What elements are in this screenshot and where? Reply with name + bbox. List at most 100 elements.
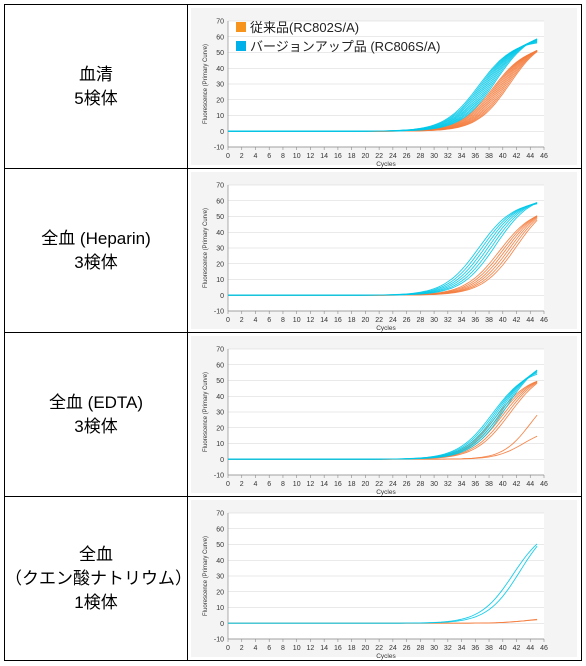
chart-cell: -10 0 10 20 30 40 50 60 70 0 2 4 6 8 10 12 14 16 18 20 22 24 2… bbox=[187, 332, 582, 497]
x-tick-label: 10 bbox=[293, 481, 301, 488]
table-row: 全血 （クエン酸ナトリウム） 1検体 -10 0 10 20 30 40 50 60 70 0 2 4… bbox=[3, 496, 582, 661]
x-tick-label: 2 bbox=[240, 481, 244, 488]
curve-group bbox=[228, 369, 538, 460]
x-tick-label: 6 bbox=[267, 645, 271, 652]
x-axis-label: Cycles bbox=[376, 489, 396, 496]
x-tick-label: 12 bbox=[307, 645, 315, 652]
y-tick-label: 10 bbox=[216, 113, 224, 120]
x-tick-label: 40 bbox=[499, 317, 507, 324]
y-tick-label: -10 bbox=[214, 309, 224, 316]
y-axis-label: Fluorescence (Primary Curve) bbox=[203, 44, 209, 124]
row-label-cell: 全血 (EDTA) 3検体 bbox=[3, 332, 189, 497]
x-tick-label: 36 bbox=[471, 153, 479, 160]
x-tick-label: 46 bbox=[540, 153, 548, 160]
x-tick-label: 34 bbox=[458, 645, 466, 652]
row-label-cell: 全血 (Heparin) 3検体 bbox=[3, 168, 189, 333]
x-tick-label: 40 bbox=[499, 645, 507, 652]
y-tick-label: 40 bbox=[216, 394, 224, 401]
x-tick-label: 38 bbox=[485, 317, 493, 324]
x-tick-label: 12 bbox=[307, 153, 315, 160]
x-tick-label: 4 bbox=[254, 481, 258, 488]
x-axis-label: Cycles bbox=[376, 653, 396, 660]
x-tick-label: 42 bbox=[513, 481, 521, 488]
x-tick-label: 14 bbox=[320, 317, 328, 324]
x-tick-label: 34 bbox=[458, 317, 466, 324]
x-tick-label: 14 bbox=[320, 481, 328, 488]
y-tick-label: -10 bbox=[214, 637, 224, 644]
x-tick-label: 22 bbox=[375, 645, 383, 652]
x-tick-label: 2 bbox=[240, 153, 244, 160]
x-tick-label: 22 bbox=[375, 153, 383, 160]
table-row: 全血 (EDTA) 3検体 -10 0 10 20 30 40 50 60 70 0 2 4 6 8 10 1… bbox=[3, 332, 582, 497]
legend-label: 従来品(RC802S/A) bbox=[250, 20, 359, 35]
x-tick-label: 30 bbox=[430, 317, 438, 324]
row-label-cell: 全血 （クエン酸ナトリウム） 1検体 bbox=[3, 496, 192, 661]
y-tick-label: 70 bbox=[216, 511, 224, 518]
x-tick-label: 28 bbox=[416, 317, 424, 324]
chart-cell: -10 0 10 20 30 40 50 60 70 0 2 4 6 8 10 12 14 16 18 20 22 24 2… bbox=[187, 4, 582, 169]
x-tick-label: 18 bbox=[348, 153, 356, 160]
amplification-curve bbox=[228, 38, 538, 132]
x-tick-label: 8 bbox=[281, 481, 285, 488]
y-tick-label: 30 bbox=[216, 82, 224, 89]
x-tick-label: 4 bbox=[254, 317, 258, 324]
x-tick-label: 0 bbox=[226, 317, 230, 324]
x-tick-label: 32 bbox=[444, 317, 452, 324]
x-tick-label: 38 bbox=[485, 153, 493, 160]
x-tick-label: 26 bbox=[403, 645, 411, 652]
y-tick-label: 50 bbox=[216, 542, 224, 549]
y-tick-label: 60 bbox=[216, 198, 224, 205]
y-axis-label: Fluorescence (Primary Curve) bbox=[203, 536, 209, 616]
x-axis-label: Cycles bbox=[376, 325, 396, 332]
row-label-line: （クエン酸ナトリウム） bbox=[5, 568, 192, 588]
y-tick-label: 40 bbox=[216, 558, 224, 565]
x-tick-label: 4 bbox=[254, 153, 258, 160]
chart-cell: -10 0 10 20 30 40 50 60 70 0 2 4 6 8 10 12 14 16 18 20 22 24 2… bbox=[187, 168, 582, 333]
x-axis-label: Cycles bbox=[376, 161, 396, 168]
chart-cell: -10 0 10 20 30 40 50 60 70 0 2 4 6 8 10 12 14 16 18 20 22 24 2… bbox=[187, 496, 582, 661]
y-tick-label: 30 bbox=[216, 410, 224, 417]
x-tick-label: 22 bbox=[375, 481, 383, 488]
row-label-line: 1検体 bbox=[74, 592, 118, 612]
row-label-line: 3検体 bbox=[74, 252, 118, 272]
y-tick-label: 20 bbox=[216, 97, 224, 104]
x-tick-label: 42 bbox=[513, 317, 521, 324]
x-tick-label: 0 bbox=[226, 153, 230, 160]
x-tick-label: 42 bbox=[513, 645, 521, 652]
curve-group bbox=[228, 202, 538, 296]
amplification-curve bbox=[228, 369, 538, 460]
y-tick-label: 10 bbox=[216, 277, 224, 284]
x-tick-label: 14 bbox=[320, 645, 328, 652]
x-tick-label: 18 bbox=[348, 317, 356, 324]
x-tick-label: 44 bbox=[526, 481, 534, 488]
row-label-line: 3検体 bbox=[74, 416, 118, 436]
x-tick-label: 40 bbox=[499, 153, 507, 160]
x-tick-label: 36 bbox=[471, 481, 479, 488]
comparison-table: 血清 5検体 -10 0 10 20 30 40 50 60 70 0 2 4 6 8 10 12 14 16 18… bbox=[3, 4, 582, 661]
curve-group bbox=[228, 38, 538, 132]
y-tick-label: 0 bbox=[220, 129, 224, 136]
x-tick-label: 20 bbox=[362, 153, 370, 160]
x-tick-label: 18 bbox=[348, 481, 356, 488]
x-tick-label: 8 bbox=[281, 645, 285, 652]
x-tick-label: 46 bbox=[540, 645, 548, 652]
amplification-curve bbox=[228, 202, 538, 296]
x-tick-label: 20 bbox=[362, 645, 370, 652]
y-tick-label: 70 bbox=[216, 19, 224, 26]
x-tick-label: 30 bbox=[430, 153, 438, 160]
x-tick-label: 0 bbox=[226, 481, 230, 488]
table-row: 血清 5検体 -10 0 10 20 30 40 50 60 70 0 2 4 6 8 10 12 14 16 18… bbox=[3, 4, 582, 169]
y-tick-label: 0 bbox=[220, 457, 224, 464]
x-tick-label: 34 bbox=[458, 481, 466, 488]
x-tick-label: 44 bbox=[526, 317, 534, 324]
y-tick-label: 40 bbox=[216, 66, 224, 73]
y-axis-label: Fluorescence (Primary Curve) bbox=[203, 208, 209, 288]
y-tick-label: 0 bbox=[220, 621, 224, 628]
x-tick-label: 24 bbox=[389, 317, 397, 324]
x-tick-label: 28 bbox=[416, 645, 424, 652]
row-label-line: 全血 (Heparin) bbox=[41, 228, 151, 248]
x-tick-label: 2 bbox=[240, 317, 244, 324]
y-tick-label: 10 bbox=[216, 605, 224, 612]
y-tick-label: 70 bbox=[216, 183, 224, 190]
